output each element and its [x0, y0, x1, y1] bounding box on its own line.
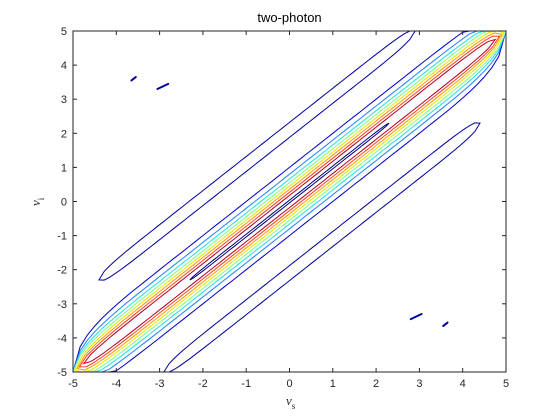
tick-layer: -5 -4 -3 -2 -1 0 1 2 3 4 5 -5 -4 -3 -2 -1 0 1 2 3 4 5 [57, 26, 509, 390]
y-tick-label: 1 [61, 162, 67, 174]
y-tick-label: 3 [61, 94, 67, 106]
y-tick-label: 2 [61, 128, 67, 140]
y-axis-label-main: v [28, 200, 43, 206]
y-axis-label: vi [28, 197, 46, 206]
x-tick-label: 0 [286, 378, 292, 390]
x-axis-label-main: v [286, 393, 292, 408]
y-axis-label-sub: i [36, 197, 46, 200]
contour-island-4 [409, 313, 423, 321]
y-tick-label: -5 [57, 367, 67, 379]
x-tick-label: 5 [503, 378, 509, 390]
y-tick-label: -2 [57, 265, 67, 277]
x-axis-label: vs [286, 393, 296, 411]
contour-level-5 [74, 30, 505, 373]
x-tick-label: -4 [111, 378, 121, 390]
contour-level-1 [189, 122, 390, 281]
y-tick-label: -1 [57, 231, 67, 243]
x-tick-label: 4 [460, 378, 466, 390]
y-tick-label: -3 [57, 299, 67, 311]
x-tick-label: -2 [198, 378, 208, 390]
y-tick-label: 5 [61, 26, 67, 38]
x-tick-label: -1 [241, 378, 251, 390]
x-tick-label: 1 [330, 378, 336, 390]
contour-level-3 [78, 35, 501, 368]
y-tick-label: -4 [57, 333, 67, 345]
chart-title: two-photon [257, 10, 321, 25]
x-axis-label-sub: s [292, 401, 296, 411]
x-tick-label: -3 [155, 378, 165, 390]
y-axis-label-group: vi [28, 197, 46, 206]
x-tick-label: -5 [68, 378, 78, 390]
x-tick-label: 3 [416, 378, 422, 390]
contour-island-3 [442, 321, 449, 327]
y-tick-label: 0 [61, 197, 67, 209]
plot-area [73, 31, 506, 372]
x-tick-label: 2 [373, 378, 379, 390]
contour-level-2 [82, 38, 497, 365]
contour-island-1 [130, 76, 137, 82]
contour-level-11 [162, 122, 481, 373]
y-tick-label: 4 [61, 60, 67, 72]
contour-level-4 [76, 32, 503, 371]
contour-island-2 [156, 82, 170, 90]
